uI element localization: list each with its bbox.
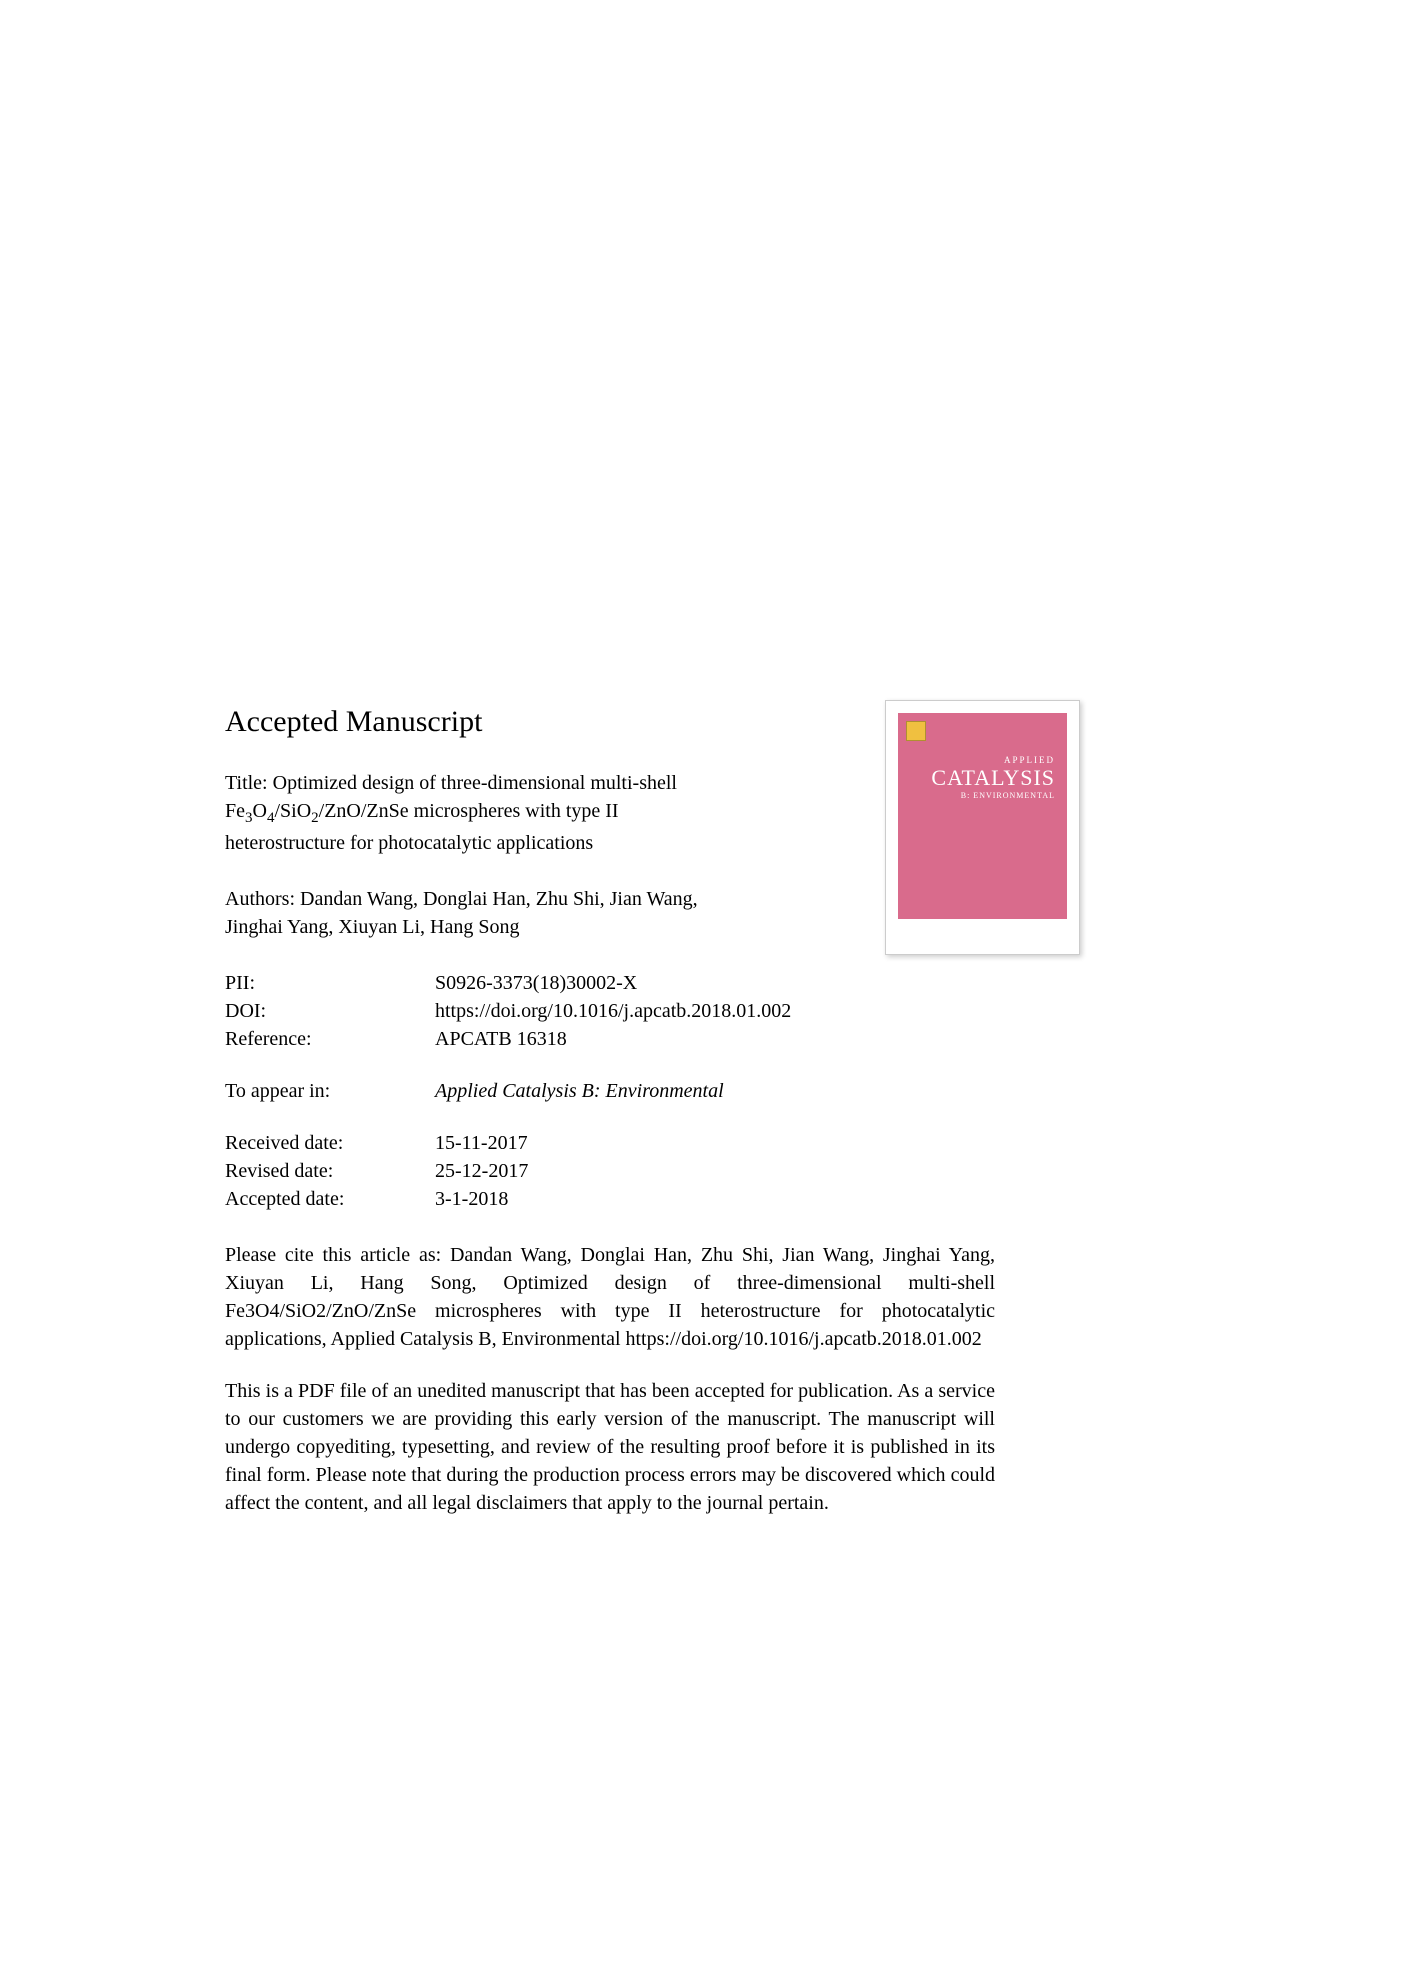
doi-value: https://doi.org/10.1016/j.apcatb.2018.01… [435,997,1185,1025]
citation-text: Please cite this article as: Dandan Wang… [225,1241,995,1353]
appear-label: To appear in: [225,1077,435,1105]
dates-section: Received date: 15-11-2017 Revised date: … [225,1129,1185,1213]
metadata-section: PII: S0926-3373(18)30002-X DOI: https://… [225,969,1185,1053]
title-chem-sio: /SiO [274,800,311,822]
title-section: Title: Optimized design of three-dimensi… [225,769,855,857]
appear-section: To appear in: Applied Catalysis B: Envir… [225,1077,1185,1105]
title-line-3: heterostructure for photocatalytic appli… [225,832,593,854]
doi-row: DOI: https://doi.org/10.1016/j.apcatb.20… [225,997,1185,1025]
received-date-label: Received date: [225,1129,435,1157]
title-line-2-rest: /ZnO/ZnSe microspheres with type II [319,800,619,822]
revised-date-value: 25-12-2017 [435,1157,528,1185]
pii-label: PII: [225,969,435,997]
title-line-1: Optimized design of three-dimensional mu… [273,772,677,794]
received-date-row: Received date: 15-11-2017 [225,1129,1185,1157]
revised-date-row: Revised date: 25-12-2017 [225,1157,1185,1185]
doi-label: DOI: [225,997,435,1025]
authors-section: Authors: Dandan Wang, Donglai Han, Zhu S… [225,885,855,941]
accepted-manuscript-heading: Accepted Manuscript [225,705,1185,739]
reference-label: Reference: [225,1025,435,1053]
disclaimer-text: This is a PDF file of an unedited manusc… [225,1377,995,1517]
accepted-date-value: 3-1-2018 [435,1185,508,1213]
pii-row: PII: S0926-3373(18)30002-X [225,969,1185,997]
reference-value: APCATB 16318 [435,1025,1185,1053]
accepted-date-row: Accepted date: 3-1-2018 [225,1185,1185,1213]
authors-line-2: Jinghai Yang, Xiuyan Li, Hang Song [225,916,519,938]
appear-value: Applied Catalysis B: Environmental [435,1077,724,1105]
authors-prefix: Authors: [225,888,300,910]
title-chem-o: O [253,800,267,822]
pii-value: S0926-3373(18)30002-X [435,969,1185,997]
subscript-2: 2 [311,810,319,826]
manuscript-content: Accepted Manuscript Title: Optimized des… [225,705,1185,1517]
reference-row: Reference: APCATB 16318 [225,1025,1185,1053]
title-prefix: Title: [225,772,273,794]
received-date-value: 15-11-2017 [435,1129,528,1157]
accepted-date-label: Accepted date: [225,1185,435,1213]
title-chem-fe: Fe [225,800,245,822]
revised-date-label: Revised date: [225,1157,435,1185]
subscript-3: 3 [245,810,253,826]
authors-line-1: Dandan Wang, Donglai Han, Zhu Shi, Jian … [300,888,698,910]
